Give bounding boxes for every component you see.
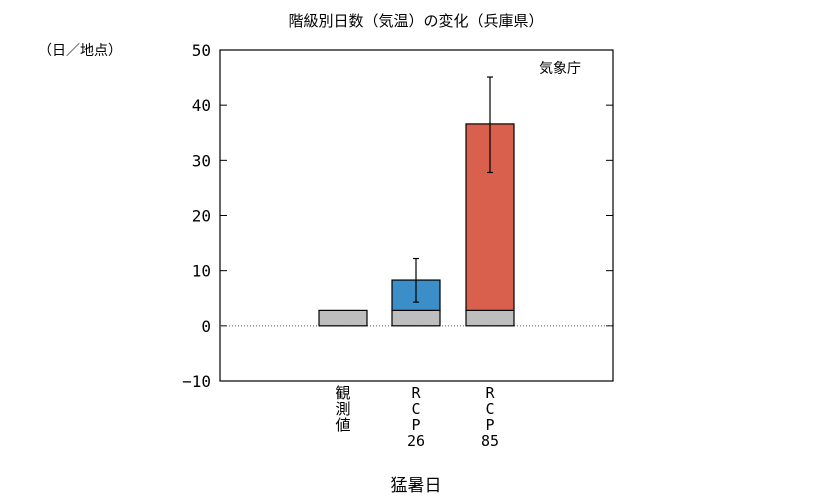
x-category-label-line: R: [411, 384, 421, 402]
source-label: 気象庁: [539, 61, 581, 77]
y-tick-label: 20: [192, 207, 211, 226]
x-category-label-line: C: [411, 400, 420, 418]
y-tick-label: 30: [192, 151, 211, 170]
x-category-label-line: 観: [335, 384, 350, 402]
x-category-label-line: P: [485, 416, 494, 434]
bar-baseline: [465, 309, 515, 327]
bar-baseline: [391, 309, 441, 327]
plot-frame: [219, 49, 614, 382]
y-axis: −10 0 10 20 30 40 50: [182, 41, 613, 391]
y-tick-label: 10: [192, 262, 211, 281]
x-axis-label: 猛暑日: [391, 476, 442, 496]
y-tick-label: 0: [201, 317, 211, 336]
x-category-label-line: 値: [335, 416, 350, 434]
y-tick-label: 50: [192, 41, 211, 60]
x-category-label-line: 測: [335, 400, 350, 418]
x-category-label-line: 85: [481, 432, 499, 450]
bar-baseline: [318, 309, 368, 327]
x-category-label-line: R: [485, 384, 495, 402]
chart-title: 階級別日数（気温）の変化（兵庫県）: [288, 12, 543, 30]
y-tick-label: 40: [192, 96, 211, 115]
x-category-label: R C P 26: [407, 384, 425, 450]
y-tick-label: −10: [182, 372, 211, 391]
x-category-label-line: P: [411, 416, 420, 434]
x-category-label: 観測値: [335, 384, 350, 434]
x-category-label-line: C: [485, 400, 494, 418]
bars: [318, 76, 515, 327]
x-category-label-line: 26: [407, 432, 425, 450]
y-axis-label: （日／地点）: [38, 43, 122, 59]
x-category-label: R C P 85: [481, 384, 499, 450]
